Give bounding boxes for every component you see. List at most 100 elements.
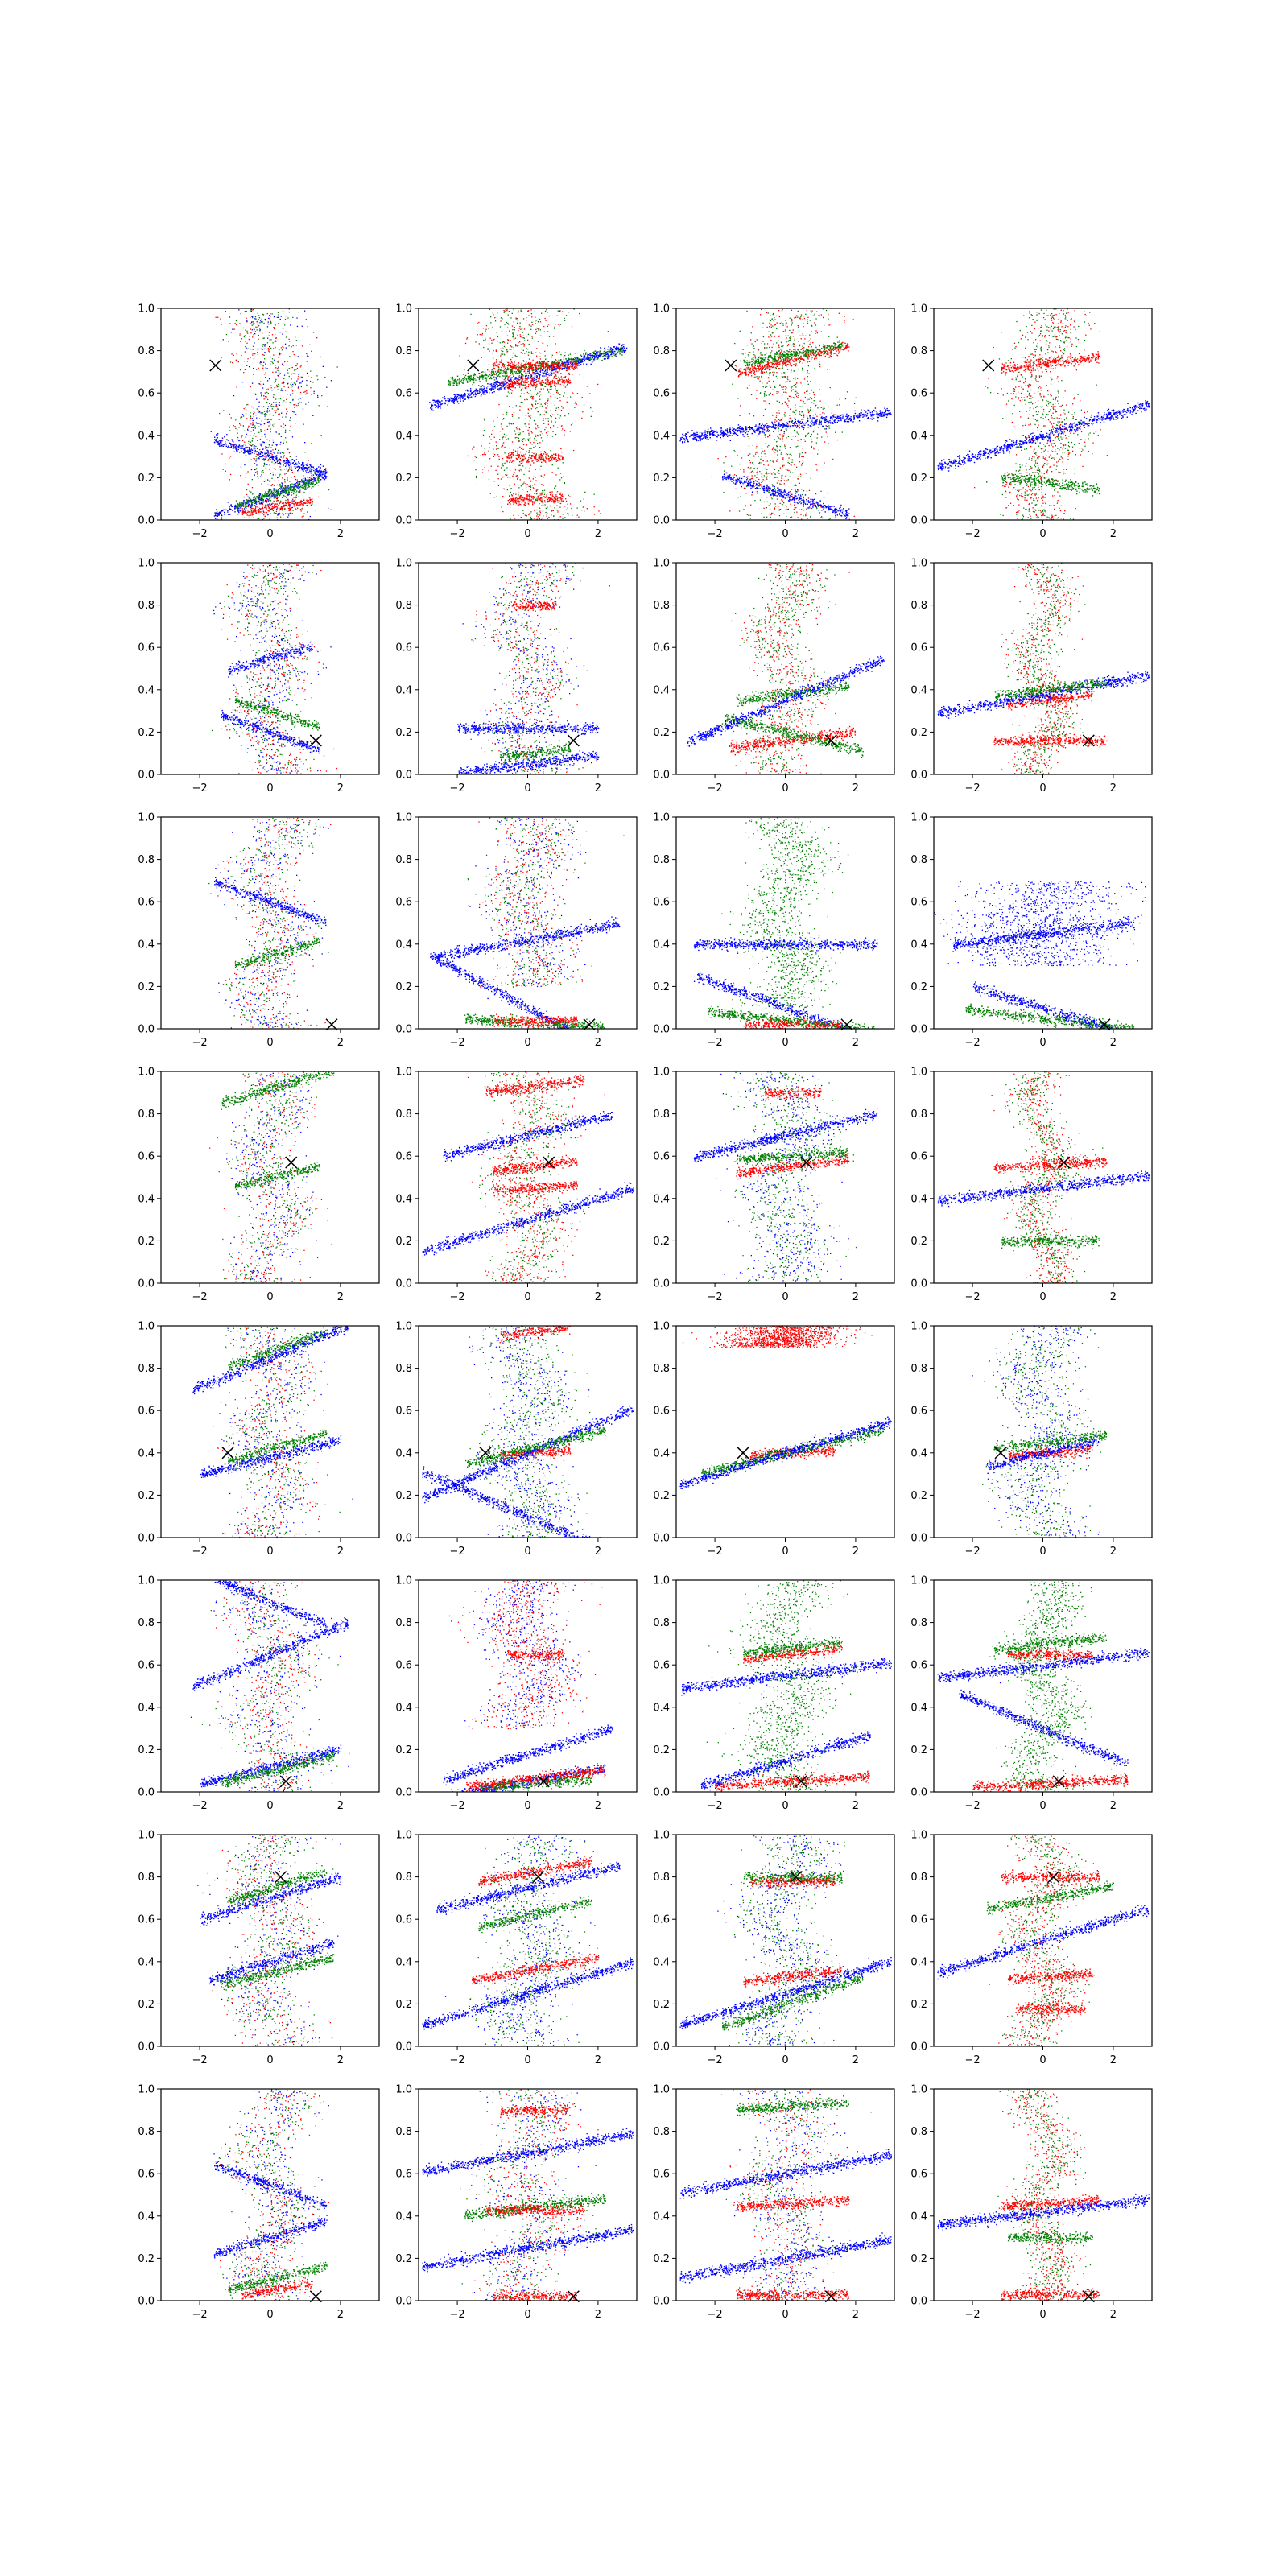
point-green bbox=[253, 500, 254, 501]
point-blue bbox=[596, 352, 597, 353]
point-red bbox=[498, 370, 499, 371]
point-blue bbox=[284, 375, 285, 376]
point-blue bbox=[296, 317, 297, 318]
point-red bbox=[306, 505, 307, 506]
point-green bbox=[274, 494, 275, 495]
point-red bbox=[254, 353, 255, 354]
point-blue bbox=[537, 373, 538, 374]
point-green bbox=[294, 488, 295, 489]
point-blue bbox=[278, 317, 279, 318]
point-green bbox=[257, 352, 258, 353]
point-green bbox=[255, 498, 256, 499]
point-green bbox=[564, 483, 565, 484]
point-green bbox=[482, 378, 483, 379]
point-green bbox=[518, 487, 519, 488]
point-green bbox=[613, 353, 614, 354]
point-blue bbox=[259, 411, 260, 412]
point-green bbox=[318, 481, 319, 482]
point-red bbox=[527, 340, 528, 341]
point-blue bbox=[439, 406, 440, 407]
point-green bbox=[257, 329, 258, 330]
point-red bbox=[538, 497, 539, 498]
point-blue bbox=[577, 358, 578, 359]
point-blue bbox=[302, 462, 303, 463]
point-green bbox=[262, 470, 263, 471]
point-blue bbox=[306, 480, 307, 481]
point-green bbox=[523, 350, 524, 351]
point-blue bbox=[246, 311, 247, 312]
point-red bbox=[570, 366, 571, 367]
point-green bbox=[235, 505, 236, 506]
point-red bbox=[272, 454, 273, 455]
point-red bbox=[524, 399, 525, 400]
point-green bbox=[230, 361, 231, 362]
point-red bbox=[288, 508, 289, 509]
point-green bbox=[502, 375, 503, 376]
point-red bbox=[521, 352, 522, 353]
point-red bbox=[273, 507, 274, 508]
point-green bbox=[504, 312, 505, 313]
point-blue bbox=[216, 512, 217, 513]
point-red bbox=[283, 506, 284, 507]
point-blue bbox=[231, 504, 232, 505]
point-blue bbox=[216, 439, 217, 440]
point-green bbox=[506, 369, 507, 370]
point-green bbox=[289, 376, 290, 377]
point-red bbox=[306, 393, 307, 394]
point-blue bbox=[580, 364, 581, 365]
point-blue bbox=[307, 469, 308, 470]
point-red bbox=[543, 363, 544, 364]
point-blue bbox=[473, 391, 474, 392]
point-red bbox=[283, 386, 284, 387]
point-red bbox=[478, 322, 479, 323]
point-green bbox=[558, 393, 559, 394]
point-green bbox=[535, 408, 536, 409]
point-green bbox=[516, 405, 517, 406]
point-green bbox=[505, 378, 506, 379]
point-green bbox=[287, 489, 288, 490]
point-red bbox=[535, 423, 536, 424]
point-red bbox=[296, 504, 297, 505]
point-green bbox=[530, 487, 531, 488]
point-green bbox=[272, 358, 273, 359]
point-red bbox=[307, 501, 308, 502]
point-red bbox=[252, 512, 253, 513]
point-green bbox=[284, 489, 285, 490]
point-red bbox=[268, 453, 269, 454]
point-green bbox=[264, 464, 265, 465]
point-green bbox=[534, 438, 535, 439]
point-red bbox=[564, 430, 565, 431]
point-blue bbox=[593, 356, 594, 357]
point-red bbox=[284, 473, 285, 474]
point-green bbox=[618, 350, 619, 351]
point-red bbox=[273, 354, 274, 355]
point-blue bbox=[607, 354, 608, 355]
point-green bbox=[496, 377, 497, 378]
point-green bbox=[536, 381, 537, 382]
point-red bbox=[545, 418, 546, 419]
point-green bbox=[535, 333, 536, 334]
point-red bbox=[286, 399, 287, 400]
point-green bbox=[294, 407, 295, 408]
point-green bbox=[491, 343, 492, 344]
point-blue bbox=[542, 375, 543, 376]
point-green bbox=[550, 386, 551, 387]
point-green bbox=[577, 508, 578, 509]
point-green bbox=[494, 379, 495, 380]
point-green bbox=[517, 323, 518, 324]
point-red bbox=[226, 439, 227, 440]
point-green bbox=[525, 515, 526, 516]
point-red bbox=[530, 309, 531, 310]
point-blue bbox=[269, 351, 270, 352]
point-red bbox=[506, 351, 507, 352]
point-red bbox=[246, 494, 247, 495]
point-red bbox=[510, 359, 511, 360]
point-red bbox=[487, 349, 488, 350]
point-green bbox=[617, 352, 618, 353]
point-blue bbox=[615, 348, 616, 349]
point-green bbox=[279, 414, 280, 415]
point-blue bbox=[323, 366, 324, 367]
point-green bbox=[278, 434, 279, 435]
point-blue bbox=[322, 477, 323, 478]
point-red bbox=[288, 387, 289, 388]
